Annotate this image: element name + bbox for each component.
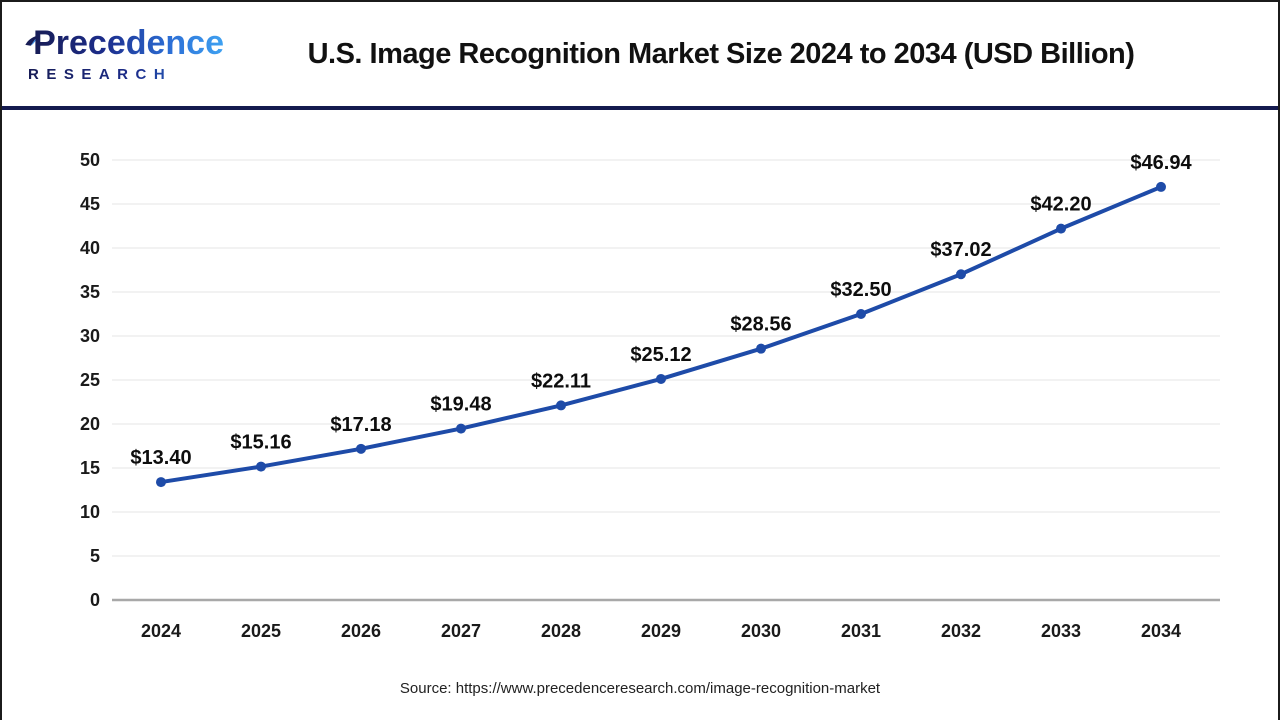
x-tick-label: 2029 bbox=[641, 621, 681, 641]
chart-svg: 05101520253035404550$13.402024$15.162025… bbox=[80, 150, 1220, 641]
data-point-label: $19.48 bbox=[430, 394, 491, 416]
x-tick-label: 2032 bbox=[941, 621, 981, 641]
logo-sail-icon bbox=[25, 35, 38, 46]
logo-wordmark: Precedence bbox=[24, 26, 224, 64]
data-point-marker bbox=[556, 400, 566, 411]
y-tick-label: 5 bbox=[90, 546, 100, 566]
y-tick-label: 40 bbox=[80, 238, 100, 258]
y-tick-label: 45 bbox=[80, 194, 100, 214]
data-point-marker bbox=[156, 477, 166, 488]
x-tick-label: 2026 bbox=[341, 621, 381, 641]
x-tick-label: 2024 bbox=[141, 621, 181, 641]
y-tick-label: 50 bbox=[80, 150, 100, 170]
data-point-marker bbox=[1056, 223, 1066, 234]
y-tick-label: 15 bbox=[80, 458, 100, 478]
logo-text-precedence: Precedence bbox=[33, 23, 224, 62]
chart-title: U.S. Image Recognition Market Size 2024 … bbox=[307, 37, 1135, 70]
data-point-marker bbox=[756, 343, 766, 354]
series-line bbox=[159, 184, 1163, 485]
x-tick-label: 2031 bbox=[841, 621, 881, 641]
data-point-marker bbox=[356, 443, 366, 454]
source-text: Source: https://www.precedenceresearch.c… bbox=[399, 680, 881, 697]
data-point-marker bbox=[456, 423, 466, 434]
header: Precedence RESEARCH U.S. Image Recogniti… bbox=[2, 2, 1278, 106]
y-tick-label: 35 bbox=[80, 282, 100, 302]
data-point-marker bbox=[256, 461, 266, 472]
x-tick-label: 2030 bbox=[741, 621, 781, 641]
data-point-label: $17.18 bbox=[330, 414, 391, 436]
data-point-label: $13.40 bbox=[130, 447, 191, 469]
data-point-label: $15.16 bbox=[230, 432, 291, 454]
chart-area: 0 5 10 15 20 25 30 35 40 45 50 $13.40 2024 $15.16 2025… bbox=[2, 110, 1278, 666]
x-tick-label: 2025 bbox=[241, 621, 281, 641]
y-tick-label: 10 bbox=[80, 502, 100, 522]
x-tick-label: 2027 bbox=[441, 621, 481, 641]
precedence-research-logo: Precedence RESEARCH bbox=[24, 26, 224, 83]
y-tick-label: 20 bbox=[80, 414, 100, 434]
x-tick-label: 2034 bbox=[1141, 621, 1181, 641]
data-point-label: $25.12 bbox=[630, 344, 691, 366]
data-point-marker bbox=[956, 269, 966, 280]
y-tick-label: 30 bbox=[80, 326, 100, 346]
data-point-marker bbox=[856, 309, 866, 319]
data-point-marker bbox=[1156, 181, 1166, 192]
x-tick-label: 2028 bbox=[541, 621, 581, 641]
header-divider-bar bbox=[2, 106, 1278, 110]
data-point-label: $32.50 bbox=[830, 279, 891, 301]
data-point-label: $46.94 bbox=[1130, 152, 1192, 174]
data-point-label: $22.11 bbox=[531, 370, 591, 392]
y-tick-label: 25 bbox=[80, 370, 100, 390]
data-point-label: $37.02 bbox=[930, 239, 991, 261]
data-point-label: $28.56 bbox=[730, 314, 791, 336]
data-point-marker bbox=[656, 373, 666, 384]
data-point-label: $42.20 bbox=[1030, 194, 1091, 216]
x-tick-label: 2033 bbox=[1041, 621, 1081, 641]
y-tick-label: 0 bbox=[90, 590, 100, 610]
logo-text-research: RESEARCH bbox=[28, 66, 224, 83]
